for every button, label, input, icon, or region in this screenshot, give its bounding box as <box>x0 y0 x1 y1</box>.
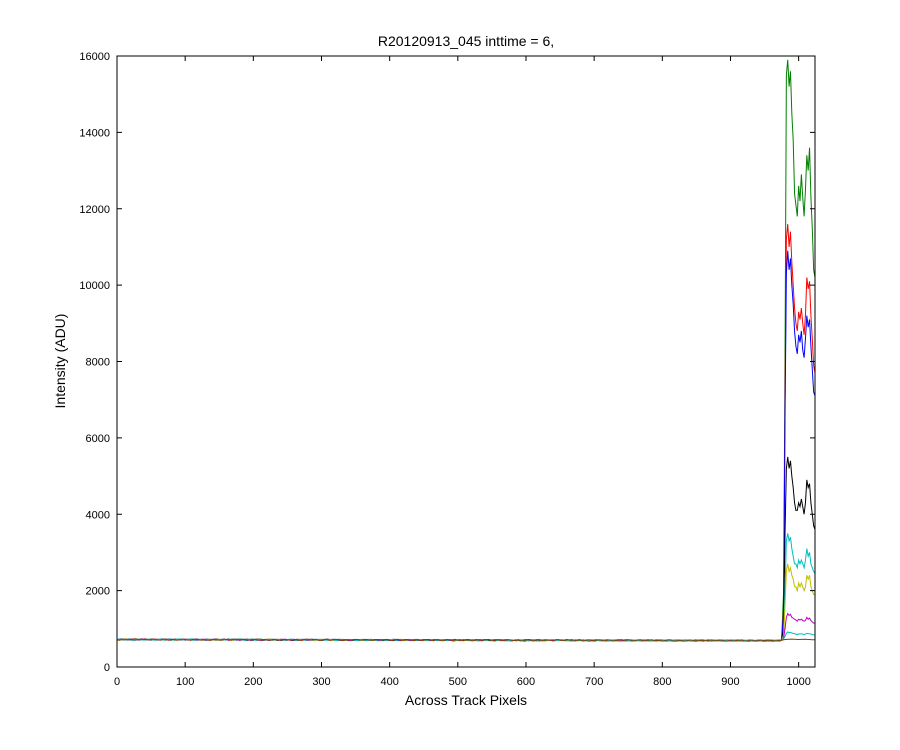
x-tick-label: 1000 <box>786 676 810 688</box>
x-tick-label: 800 <box>653 676 671 688</box>
series-line <box>116 638 815 642</box>
x-tick-label: 100 <box>176 676 194 688</box>
x-tick-label: 0 <box>114 676 120 688</box>
chart-title: R20120913_045 inttime = 6, <box>378 33 554 49</box>
y-tick-label: 14000 <box>79 127 110 139</box>
series-layer <box>116 59 816 642</box>
y-tick-label: 12000 <box>79 204 110 216</box>
y-tick-label: 0 <box>104 662 110 674</box>
y-axis-title: Intensity (ADU) <box>52 314 68 409</box>
x-tick-label: 300 <box>312 676 330 688</box>
y-ticks: 0 2000 4000 6000 8000 10000 12000 14000 16000 <box>79 51 815 674</box>
y-tick-label: 10000 <box>79 280 110 292</box>
x-axis-title: Across Track Pixels <box>405 692 527 708</box>
x-tick-label: 200 <box>244 676 262 688</box>
y-tick-label: 8000 <box>86 357 110 369</box>
x-tick-label: 900 <box>721 676 739 688</box>
x-tick-label: 500 <box>449 676 467 688</box>
y-tick-label: 16000 <box>79 51 110 63</box>
plot-area <box>117 56 815 667</box>
y-tick-label: 4000 <box>86 509 110 521</box>
x-tick-label: 600 <box>517 676 535 688</box>
y-tick-label: 6000 <box>86 433 110 445</box>
x-tick-label: 700 <box>585 676 603 688</box>
y-tick-label: 2000 <box>86 586 110 598</box>
x-tick-label: 400 <box>380 676 398 688</box>
x-ticks: 0 100 200 300 400 500 600 700 800 900 1000 <box>114 56 811 688</box>
